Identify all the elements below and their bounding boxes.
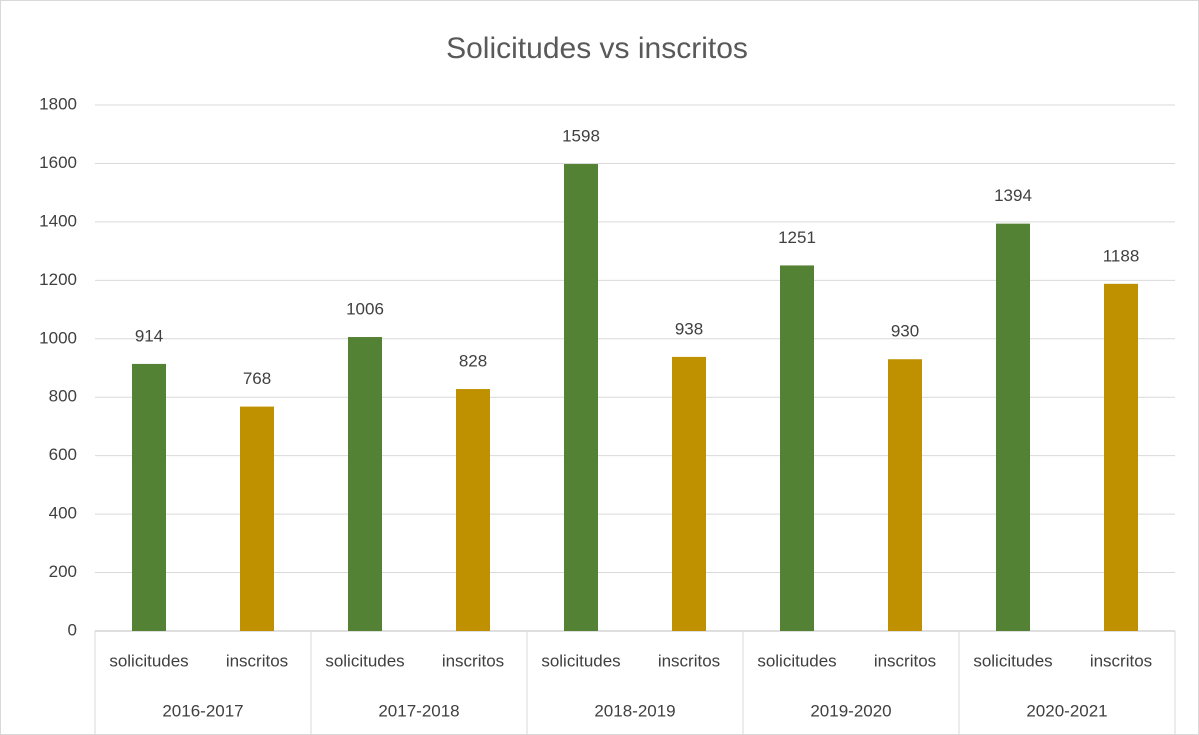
y-tick-label: 1400 [39, 211, 77, 230]
data-label: 930 [891, 322, 919, 341]
data-label: 1251 [778, 228, 816, 247]
data-label: 768 [243, 369, 271, 388]
x-tick-label: inscritos [226, 651, 288, 670]
bar [780, 265, 814, 631]
y-tick-label: 1800 [39, 94, 77, 113]
data-label: 828 [459, 352, 487, 371]
data-label: 1598 [562, 127, 600, 146]
y-tick-label: 1000 [39, 328, 77, 347]
data-label: 1394 [994, 186, 1032, 205]
x-group-label: 2020-2021 [1026, 701, 1107, 720]
y-tick-label: 400 [49, 504, 77, 523]
data-label: 938 [675, 319, 703, 338]
y-tick-label: 800 [49, 387, 77, 406]
x-group-label: 2017-2018 [378, 701, 459, 720]
x-group-label: 2019-2020 [810, 701, 891, 720]
y-tick-label: 1200 [39, 270, 77, 289]
bar [1104, 283, 1138, 631]
x-tick-label: inscritos [874, 651, 936, 670]
bar [996, 223, 1030, 632]
bar [672, 356, 706, 631]
x-tick-label: inscritos [658, 651, 720, 670]
bar [456, 389, 490, 631]
data-label: 1006 [346, 300, 384, 319]
bar [564, 164, 598, 632]
chart-title: Solicitudes vs inscritos [446, 32, 748, 65]
bar [240, 406, 274, 631]
bar [348, 337, 382, 631]
bar [888, 359, 922, 631]
x-tick-label: solicitudes [541, 651, 620, 670]
x-tick-label: solicitudes [325, 651, 404, 670]
y-tick-label: 600 [49, 445, 77, 464]
data-label: 914 [135, 326, 163, 345]
x-tick-label: inscritos [1090, 651, 1152, 670]
bar [132, 363, 166, 631]
x-tick-label: solicitudes [109, 651, 188, 670]
x-tick-label: inscritos [442, 651, 504, 670]
x-group-label: 2016-2017 [162, 701, 243, 720]
data-label: 1188 [1103, 246, 1140, 265]
y-tick-label: 1600 [39, 153, 77, 172]
x-tick-label: solicitudes [757, 651, 836, 670]
x-tick-label: solicitudes [973, 651, 1052, 670]
y-tick-label: 0 [68, 620, 77, 639]
x-group-label: 2018-2019 [594, 701, 675, 720]
y-tick-label: 200 [49, 562, 77, 581]
